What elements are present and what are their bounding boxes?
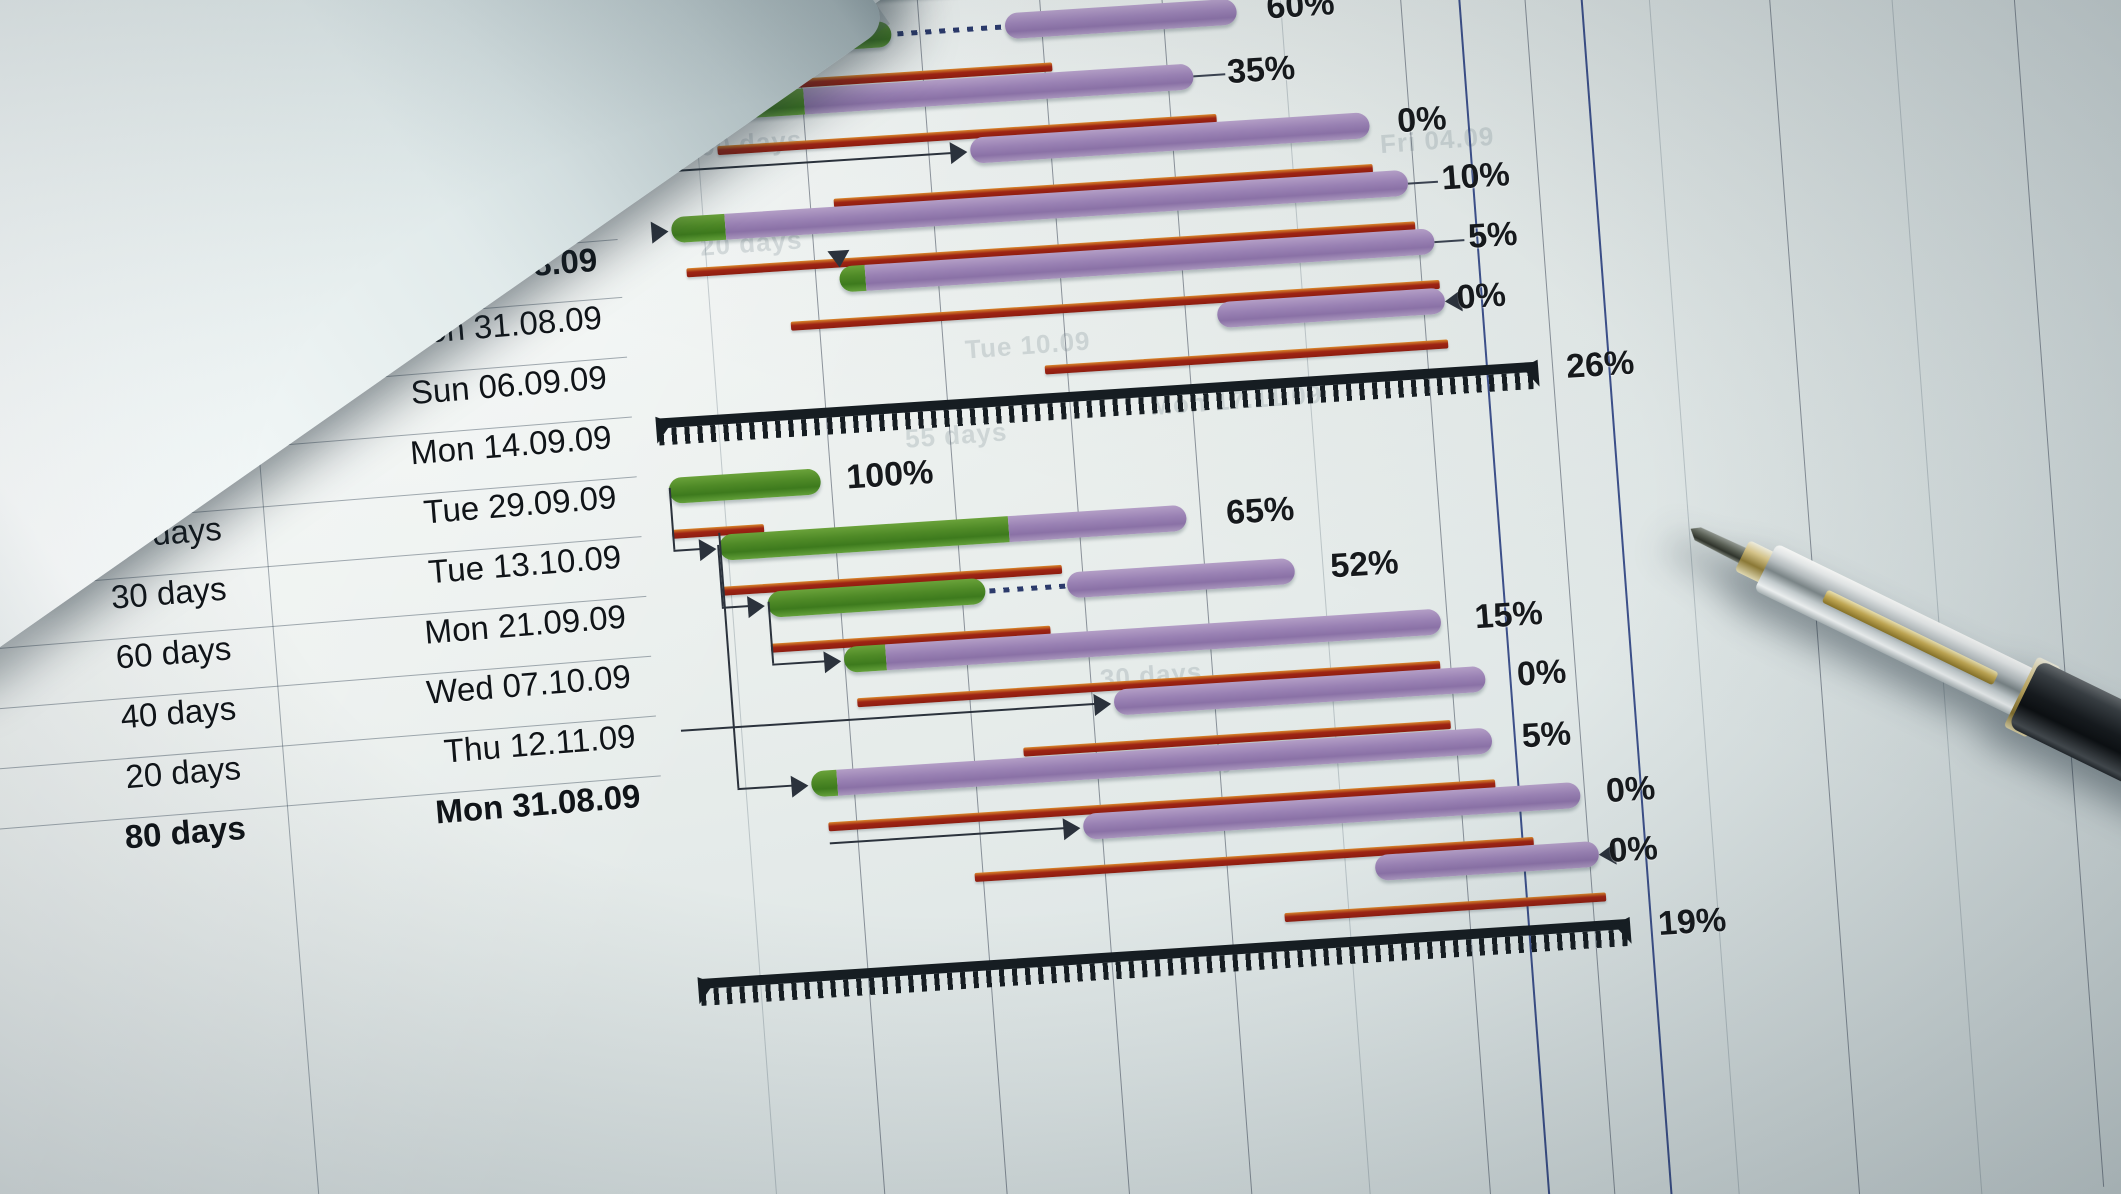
task-percent-label: 65% [1224, 489, 1296, 533]
task-percent-label: 100% [845, 452, 935, 497]
task-percent-label: 5% [1466, 214, 1519, 256]
task-percent-label: 0% [1455, 275, 1508, 317]
pen-gold-stripe [1821, 589, 1999, 686]
cell-duration: 40 days [119, 689, 238, 736]
summary-cap-right-icon [1613, 916, 1632, 945]
task-bar-complete [667, 468, 822, 504]
dependency-arrow-icon [827, 249, 851, 269]
task-bar-complete [670, 213, 727, 244]
task-percent-label: 5% [1520, 714, 1573, 756]
task-percent-label: 52% [1329, 543, 1400, 586]
dependency-link [737, 784, 796, 791]
summary-cap-right-icon [1521, 359, 1540, 388]
task-bar-complete [843, 644, 888, 674]
split-connector [989, 583, 1068, 594]
blueprint-rebar [0, 0, 260, 65]
dependency-link [829, 826, 1068, 845]
task-bar-complete [838, 264, 867, 293]
task-bar-complete [810, 769, 839, 798]
task-bar[interactable] [667, 468, 822, 504]
cell-duration: 60 days [114, 629, 233, 676]
dependency-link [772, 660, 829, 666]
task-percent-label: 10% [1440, 155, 1512, 198]
split-connector [897, 24, 1006, 37]
summary-percent-label: 19% [1656, 900, 1728, 943]
task-percent-label: 0% [1515, 652, 1568, 694]
summary-cap-left-icon [697, 976, 716, 1005]
leader-line [1434, 239, 1465, 244]
task-percent-label: 60% [1264, 0, 1336, 27]
dependency-arrow-icon [650, 220, 670, 244]
task-percent-label: 0% [1395, 99, 1448, 141]
leader-line [1193, 73, 1226, 78]
task-percent-label: 0% [1607, 828, 1660, 871]
leader-line [1407, 180, 1439, 185]
summary-percent-label: 26% [1564, 343, 1636, 386]
summary-cap-left-icon [655, 415, 674, 444]
cell-duration: 30 days [109, 569, 228, 616]
task-percent-label: 0% [1604, 769, 1657, 811]
task-percent-label: 15% [1473, 593, 1545, 637]
task-percent-label: 35% [1225, 48, 1297, 92]
cell-duration: 20 days [124, 749, 243, 796]
